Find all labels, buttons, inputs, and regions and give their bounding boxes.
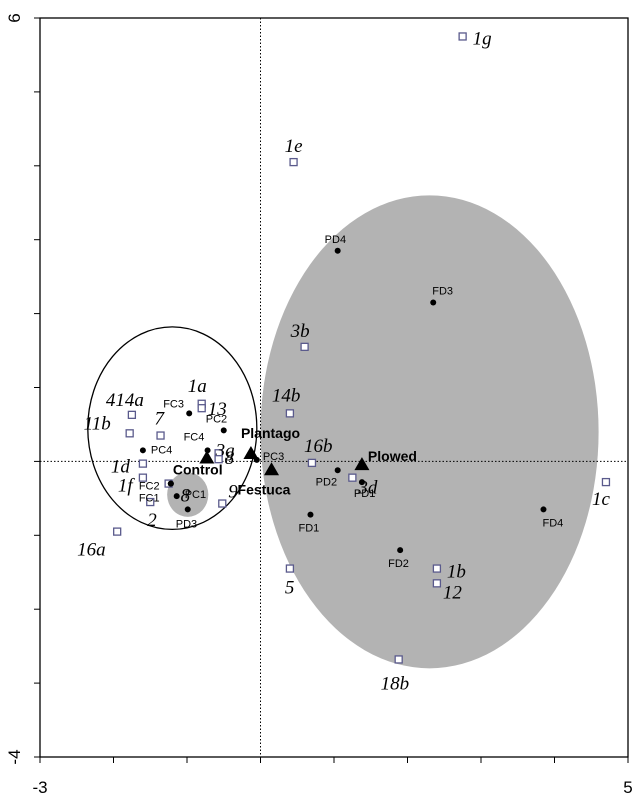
group-label: Plantago [241,425,300,441]
site-label: FC2 [139,481,160,493]
site-point [220,427,227,434]
species-point [458,32,467,41]
site-label: FC4 [184,431,205,443]
x-tick-label-min: -3 [32,778,47,797]
site-point [358,479,365,486]
species-point [348,473,357,482]
group-label: Control [173,461,223,477]
site-point [334,467,341,474]
species-label: 9 [228,482,238,503]
species-label: 7 [155,409,166,430]
site-label: PC2 [206,413,227,425]
species-label: 2 [147,510,157,531]
site-label: FD1 [298,523,319,535]
species-point [300,342,309,352]
species-point [432,564,442,573]
species-label: 5 [285,578,295,599]
site-point [186,410,193,417]
species-label: 8 [181,486,191,507]
species-label: 1f [118,476,135,497]
group-centroid-point [243,446,259,460]
species-label: 414a [106,390,144,411]
site-label: FC1 [139,493,160,505]
group-label: Festuca [238,481,291,497]
species-point [218,499,227,508]
species-point [432,579,442,588]
species-point [601,477,611,487]
site-label: PD2 [316,476,337,488]
species-label: 1d [111,457,130,478]
species-label: 1b [447,562,466,583]
group-centroid-point [199,450,215,464]
y-tick-label-max: 6 [5,13,24,22]
species-label: 13 [208,399,227,420]
site-label: FD4 [542,517,563,529]
site-label: PD3 [176,518,197,530]
species-point [146,497,155,507]
species-point [285,409,295,418]
species-point [285,564,295,573]
group-ellipses [87,195,599,669]
group-centroids: Plowed Plantago Control Festuca [173,425,417,497]
site-label: PC1 [185,489,206,501]
control-circle [87,326,258,531]
site-label: FD3 [432,286,453,298]
species-point [113,527,122,536]
site-label: PC3 [263,451,284,463]
site-point [167,480,174,487]
species-label: 1e [285,136,303,157]
site-point [334,247,341,254]
group-centroid-point [264,462,280,476]
site-point [397,547,404,554]
species-point [197,404,206,413]
site-point [173,493,180,500]
species-label: 16a [77,540,106,561]
site-label: FD2 [388,558,409,570]
plowed-ellipse [260,195,599,669]
group-label: Plowed [368,448,417,464]
site-point [307,511,314,518]
site-point [540,506,547,513]
species-label: 8 [225,448,235,469]
pd3-blob [167,472,209,517]
species-point [394,655,403,664]
site-point [184,506,191,513]
species-point [138,459,148,468]
site-point [139,447,146,454]
species-label: 1a [188,376,207,397]
species-label: 14b [272,385,301,406]
species-label: 1g [473,28,492,49]
species-point [127,410,137,419]
species-label: 11b [84,413,111,434]
axis-ticks: -3 5 6 -4 [5,13,633,797]
species-point [156,431,165,440]
species-label: 18b [381,673,410,694]
species-point [307,458,317,468]
species-point [125,429,134,438]
species-label: 16b [304,436,333,457]
site-label: PD4 [325,234,346,246]
reference-lines [40,18,628,757]
species-label: 12 [443,582,463,603]
species-point [138,473,148,482]
site-point [430,299,437,306]
site-label: FC3 [163,398,184,410]
species-label: 3b [290,321,310,342]
species-point [214,455,223,464]
x-tick-label-max: 5 [623,778,632,797]
species-point [289,157,298,167]
site-label: PD1 [354,488,375,500]
y-tick-label-min: -4 [5,749,24,764]
site-label: PC4 [151,444,172,456]
species-label: 1c [592,489,611,510]
group-centroid-point [354,457,370,471]
